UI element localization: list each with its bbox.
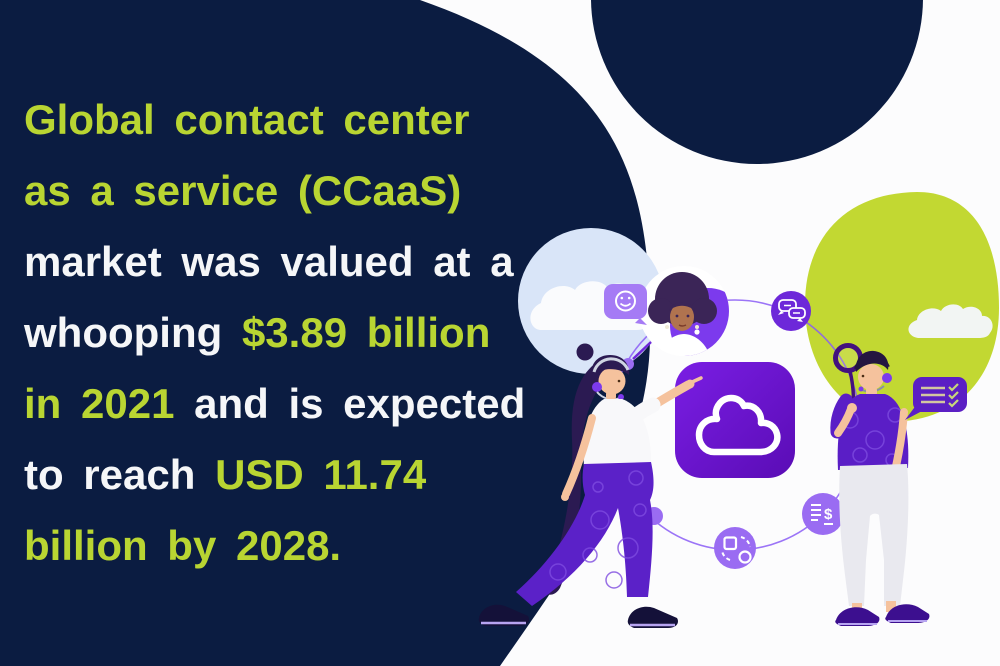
headline-segment: whooping <box>24 309 242 356</box>
headline-line: Global contact center <box>24 84 564 155</box>
headline-line: market was valued at a <box>24 226 564 297</box>
headline-line: whooping $3.89 billion <box>24 297 564 368</box>
cloud-app-tile <box>675 362 795 478</box>
chat-bubbles-icon <box>771 291 811 331</box>
headline-segment: market was valued at a <box>24 238 514 285</box>
checklist-bubble-icon <box>905 377 967 420</box>
headline-segment: and is expected <box>194 380 526 427</box>
headline-line: billion by 2028. <box>24 510 564 581</box>
navy-blob-left <box>0 0 651 666</box>
headline-segment: billion by 2028. <box>24 522 342 569</box>
agent-man <box>830 343 930 626</box>
headline-line: as a service (CCaaS) <box>24 155 564 226</box>
headline-segment: Global contact center <box>24 96 470 143</box>
billing-icon: $ <box>802 493 844 535</box>
headline-line: in 2021 and is expected <box>24 368 564 439</box>
smiley-icon <box>604 284 647 325</box>
headline-segment: to reach <box>24 451 216 498</box>
cloud-shape-right <box>908 304 993 338</box>
cloud-icon <box>695 394 781 456</box>
navy-circle-top <box>591 0 923 164</box>
headline-segment: in 2021 <box>24 380 195 427</box>
customer-avatar <box>639 266 729 356</box>
headline-segment: as a service (CCaaS) <box>24 167 462 214</box>
agent-woman <box>478 343 703 628</box>
sync-icon <box>714 527 756 569</box>
green-blob <box>805 192 999 422</box>
orbit-connector <box>632 341 652 360</box>
headline: Global contact center as a service (CCaaS… <box>24 84 564 581</box>
headline-line: to reach USD 11.74 <box>24 439 564 510</box>
headline-segment: $3.89 billion <box>241 309 491 356</box>
dollar-glyph: $ <box>824 506 833 523</box>
headline-segment: USD 11.74 <box>215 451 427 498</box>
